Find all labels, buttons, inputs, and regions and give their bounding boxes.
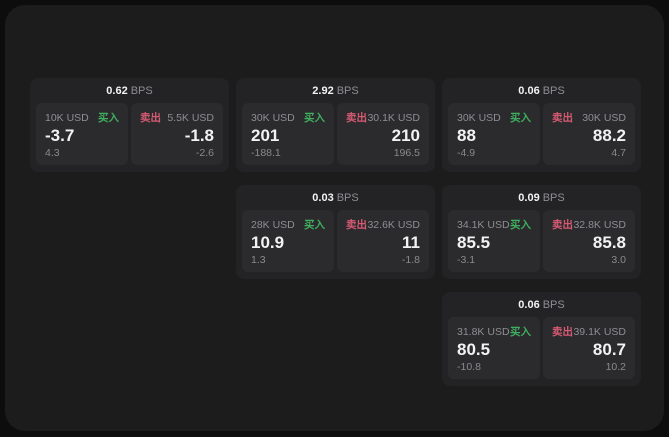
bps-value: 0.03 xyxy=(312,192,334,204)
sell-price: 11 xyxy=(402,232,420,252)
buy-sell-tiles: 31.8K USD 买入 80.5 -10.8 卖出 39.1K USD 80.… xyxy=(448,317,635,379)
buy-tile[interactable]: 34.1K USD 买入 85.5 -3.1 xyxy=(448,210,540,272)
card-header: 0.62 BPS xyxy=(36,83,223,99)
sell-side-label: 卖出 xyxy=(552,112,573,124)
buy-price: 85.5 xyxy=(457,232,491,252)
quote-card: 0.06 BPS 31.8K USD 买入 80.5 -10.8 卖出 39.1K… xyxy=(442,292,641,386)
sell-delta: -1.8 xyxy=(401,254,420,266)
sell-side-label: 卖出 xyxy=(140,112,161,124)
sell-delta: -2.6 xyxy=(195,147,214,159)
sell-tile[interactable]: 卖出 30.1K USD 210 196.5 xyxy=(337,103,429,165)
buy-delta: 4.3 xyxy=(45,147,60,159)
buy-sell-tiles: 30K USD 买入 201 -188.1 卖出 30.1K USD 210 1… xyxy=(242,103,429,165)
sell-price: 210 xyxy=(391,125,420,145)
sell-side-label: 卖出 xyxy=(346,219,367,231)
buy-sell-tiles: 28K USD 买入 10.9 1.3 卖出 32.6K USD 11 -1.8 xyxy=(242,210,429,272)
buy-side-label: 买入 xyxy=(304,112,325,124)
bps-value: 0.06 xyxy=(518,299,540,311)
sell-price: -1.8 xyxy=(184,125,214,145)
bps-value: 2.92 xyxy=(312,85,334,97)
buy-side-label: 买入 xyxy=(304,219,325,231)
buy-sell-tiles: 30K USD 买入 88 -4.9 卖出 30K USD 88.2 4.7 xyxy=(448,103,635,165)
buy-amount: 30K USD xyxy=(457,111,501,124)
buy-price: 88 xyxy=(457,125,476,145)
sell-delta: 4.7 xyxy=(611,147,626,159)
buy-tile[interactable]: 30K USD 买入 201 -188.1 xyxy=(242,103,334,165)
sell-side-label: 卖出 xyxy=(552,219,573,231)
bps-suffix-label: BPS xyxy=(336,85,359,97)
card-header: 0.06 BPS xyxy=(448,83,635,99)
buy-amount: 30K USD xyxy=(251,111,295,124)
sell-tile[interactable]: 卖出 5.5K USD -1.8 -2.6 xyxy=(131,103,223,165)
buy-delta: -3.1 xyxy=(457,254,476,266)
quote-card: 0.62 BPS 10K USD 买入 -3.7 4.3 卖出 5.5K USD … xyxy=(30,78,229,172)
bps-suffix-label: BPS xyxy=(542,85,565,97)
buy-tile[interactable]: 10K USD 买入 -3.7 4.3 xyxy=(36,103,128,165)
sell-amount: 30.1K USD xyxy=(367,111,420,124)
buy-price: 10.9 xyxy=(251,232,285,252)
buy-side-label: 买入 xyxy=(510,112,531,124)
buy-delta: -188.1 xyxy=(251,147,281,159)
bps-suffix-label: BPS xyxy=(542,192,565,204)
quote-card: 0.06 BPS 30K USD 买入 88 -4.9 卖出 30K USD 88… xyxy=(442,78,641,172)
buy-side-label: 买入 xyxy=(510,219,531,231)
card-header: 0.09 BPS xyxy=(448,190,635,206)
sell-amount: 30K USD xyxy=(582,111,626,124)
sell-side-label: 卖出 xyxy=(552,326,573,338)
card-header: 0.03 BPS xyxy=(242,190,429,206)
buy-tile[interactable]: 31.8K USD 买入 80.5 -10.8 xyxy=(448,317,540,379)
sell-tile[interactable]: 卖出 30K USD 88.2 4.7 xyxy=(543,103,635,165)
bps-suffix-label: BPS xyxy=(542,299,565,311)
sell-tile[interactable]: 卖出 32.8K USD 85.8 3.0 xyxy=(543,210,635,272)
sell-amount: 5.5K USD xyxy=(167,111,214,124)
sell-price: 88.2 xyxy=(592,125,626,145)
buy-sell-tiles: 10K USD 买入 -3.7 4.3 卖出 5.5K USD -1.8 -2.… xyxy=(36,103,223,165)
sell-amount: 39.1K USD xyxy=(573,325,626,338)
buy-delta: 1.3 xyxy=(251,254,266,266)
bps-suffix-label: BPS xyxy=(336,192,359,204)
buy-amount: 31.8K USD xyxy=(457,325,510,338)
buy-delta: -10.8 xyxy=(457,361,481,373)
sell-amount: 32.6K USD xyxy=(367,218,420,231)
sell-price: 85.8 xyxy=(592,232,626,252)
buy-amount: 34.1K USD xyxy=(457,218,510,231)
buy-side-label: 买入 xyxy=(510,326,531,338)
buy-tile[interactable]: 28K USD 买入 10.9 1.3 xyxy=(242,210,334,272)
bps-value: 0.09 xyxy=(518,192,540,204)
quote-card: 0.03 BPS 28K USD 买入 10.9 1.3 卖出 32.6K USD… xyxy=(236,185,435,279)
bps-suffix-label: BPS xyxy=(130,85,153,97)
buy-amount: 28K USD xyxy=(251,218,295,231)
buy-delta: -4.9 xyxy=(457,147,476,159)
card-header: 0.06 BPS xyxy=(448,297,635,313)
buy-price: 80.5 xyxy=(457,339,491,359)
buy-tile[interactable]: 30K USD 买入 88 -4.9 xyxy=(448,103,540,165)
sell-delta: 196.5 xyxy=(393,147,420,159)
buy-price: -3.7 xyxy=(45,125,75,145)
sell-price: 80.7 xyxy=(592,339,626,359)
buy-price: 201 xyxy=(251,125,280,145)
quote-card: 0.09 BPS 34.1K USD 买入 85.5 -3.1 卖出 32.8K … xyxy=(442,185,641,279)
main-panel: 0.62 BPS 10K USD 买入 -3.7 4.3 卖出 5.5K USD … xyxy=(5,5,664,431)
sell-delta: 3.0 xyxy=(611,254,626,266)
bps-value: 0.62 xyxy=(106,85,128,97)
bps-value: 0.06 xyxy=(518,85,540,97)
quote-card: 2.92 BPS 30K USD 买入 201 -188.1 卖出 30.1K U… xyxy=(236,78,435,172)
buy-amount: 10K USD xyxy=(45,111,89,124)
cards-grid: 0.62 BPS 10K USD 买入 -3.7 4.3 卖出 5.5K USD … xyxy=(30,78,641,386)
sell-tile[interactable]: 卖出 32.6K USD 11 -1.8 xyxy=(337,210,429,272)
sell-delta: 10.2 xyxy=(605,361,626,373)
sell-amount: 32.8K USD xyxy=(573,218,626,231)
sell-side-label: 卖出 xyxy=(346,112,367,124)
sell-tile[interactable]: 卖出 39.1K USD 80.7 10.2 xyxy=(543,317,635,379)
card-header: 2.92 BPS xyxy=(242,83,429,99)
buy-sell-tiles: 34.1K USD 买入 85.5 -3.1 卖出 32.8K USD 85.8… xyxy=(448,210,635,272)
buy-side-label: 买入 xyxy=(98,112,119,124)
